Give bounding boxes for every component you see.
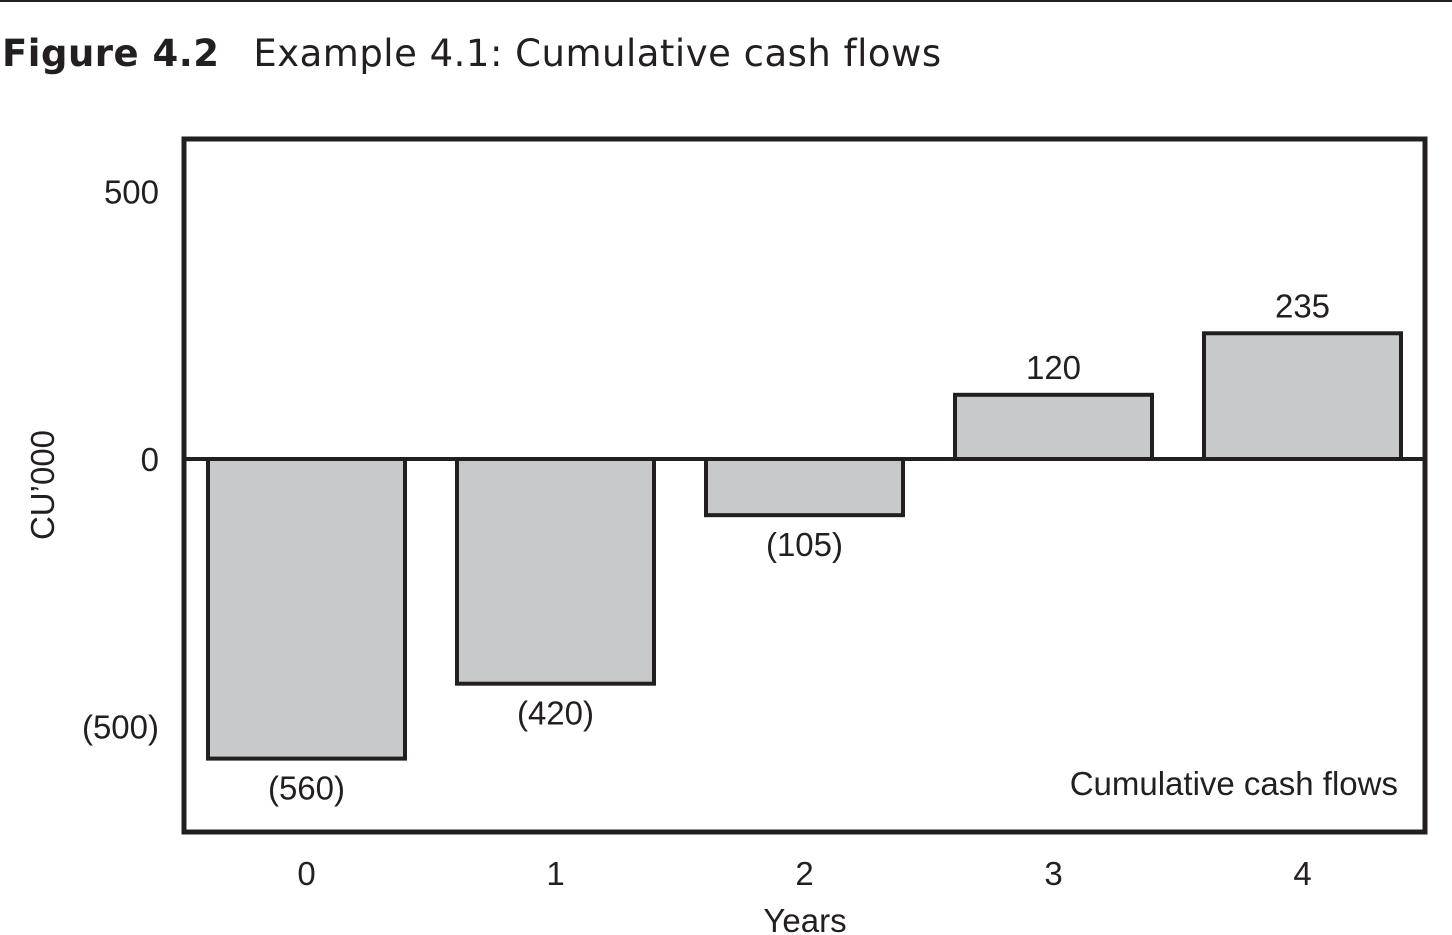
x-axis-label: Years: [763, 902, 846, 935]
bar-year-0: [206, 457, 407, 761]
bar-year-1: [455, 457, 656, 686]
legend-text: Cumulative cash flows: [1070, 765, 1398, 802]
x-tick-label: 4: [1293, 855, 1311, 892]
figure-label: Figure 4.2: [2, 32, 220, 75]
bar-year-2: [704, 457, 905, 518]
figure-title: Example 4.1: Cumulative cash flows: [253, 32, 942, 75]
y-axis-label: CU’000: [24, 430, 61, 540]
x-tick-label: 3: [1044, 855, 1062, 892]
x-tick-labels: 0 1 2 3 4: [297, 855, 1311, 892]
plot-frame: [181, 136, 1428, 835]
bar-group: [206, 331, 1403, 761]
y-tick-labels: 500 0 (500): [82, 174, 159, 746]
bar-year-4: [1202, 331, 1403, 461]
x-tick-label: 2: [795, 855, 813, 892]
data-label-year-4: 235: [1275, 287, 1330, 324]
x-tick-label: 0: [297, 855, 315, 892]
bar-year-3: [953, 392, 1154, 461]
top-rule: [0, 0, 1452, 2]
y-tick-label: 500: [104, 174, 159, 211]
y-tick-label: (500): [82, 709, 159, 746]
data-label-year-1: (420): [517, 695, 594, 732]
figure-caption: Figure 4.2 Example 4.1: Cumulative cash …: [2, 32, 942, 76]
data-label-year-2: (105): [766, 526, 843, 563]
data-label-year-3: 120: [1026, 349, 1081, 386]
data-label-year-0: (560): [268, 770, 345, 807]
bar-data-labels: (560) (420) (105) 120 235: [268, 287, 1330, 806]
x-tick-label: 1: [546, 855, 564, 892]
y-tick-label: 0: [141, 441, 159, 478]
